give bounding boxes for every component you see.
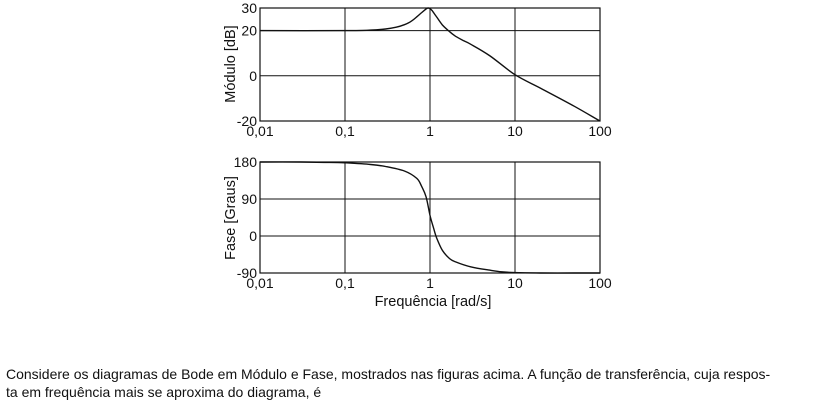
question-line-1: Considere os diagramas de Bode em Módulo… [6,366,771,382]
y-tick-label: 20 [241,23,257,39]
x-tick-label: 100 [588,275,612,291]
y-tick-label: 30 [241,0,257,16]
x-tick-label: 100 [588,123,612,139]
y-tick-label: 0 [249,228,257,244]
y-tick-label: -90 [237,265,257,281]
magnitude-y-ticks: 30 20 0 -20 [237,0,257,129]
y-tick-label: 180 [234,154,258,170]
x-tick-label: 0,01 [246,123,273,139]
question-text: Considere os diagramas de Bode em Módulo… [6,365,828,401]
x-tick-label: 1 [426,275,434,291]
x-tick-label: 10 [507,123,523,139]
x-tick-label: 0,1 [335,275,355,291]
phase-frame [259,161,601,274]
y-tick-label: -20 [237,113,257,129]
phase-curve [259,161,600,274]
question-line-2: ta em frequência mais se aproxima do dia… [6,384,322,400]
magnitude-x-ticks: 0,01 0,1 1 10 100 [246,123,612,139]
x-tick-label: 0,1 [335,123,355,139]
x-tick-label: 1 [426,123,434,139]
phase-plot: Fase [Graus] 180 90 0 -90 0,01 0,1 1 10 100 Fre… [223,154,612,310]
magnitude-grid [260,8,600,121]
magnitude-ylabel: Módulo [dB] [223,25,239,102]
phase-ylabel: Fase [Graus] [223,176,239,260]
magnitude-curve [259,7,601,122]
x-tick-label: 10 [507,275,523,291]
y-tick-label: 0 [249,68,257,84]
phase-xlabel: Frequência [rad/s] [375,294,492,310]
x-tick-label: 0,01 [246,275,273,291]
phase-x-ticks: 0,01 0,1 1 10 100 [246,275,612,291]
phase-grid [260,162,600,273]
phase-y-ticks: 180 90 0 -90 [234,154,258,281]
y-tick-label: 90 [241,191,257,207]
magnitude-plot: Módulo [dB] 30 20 0 -20 0,01 0,1 1 10 100 [223,0,612,139]
magnitude-frame [259,7,601,122]
